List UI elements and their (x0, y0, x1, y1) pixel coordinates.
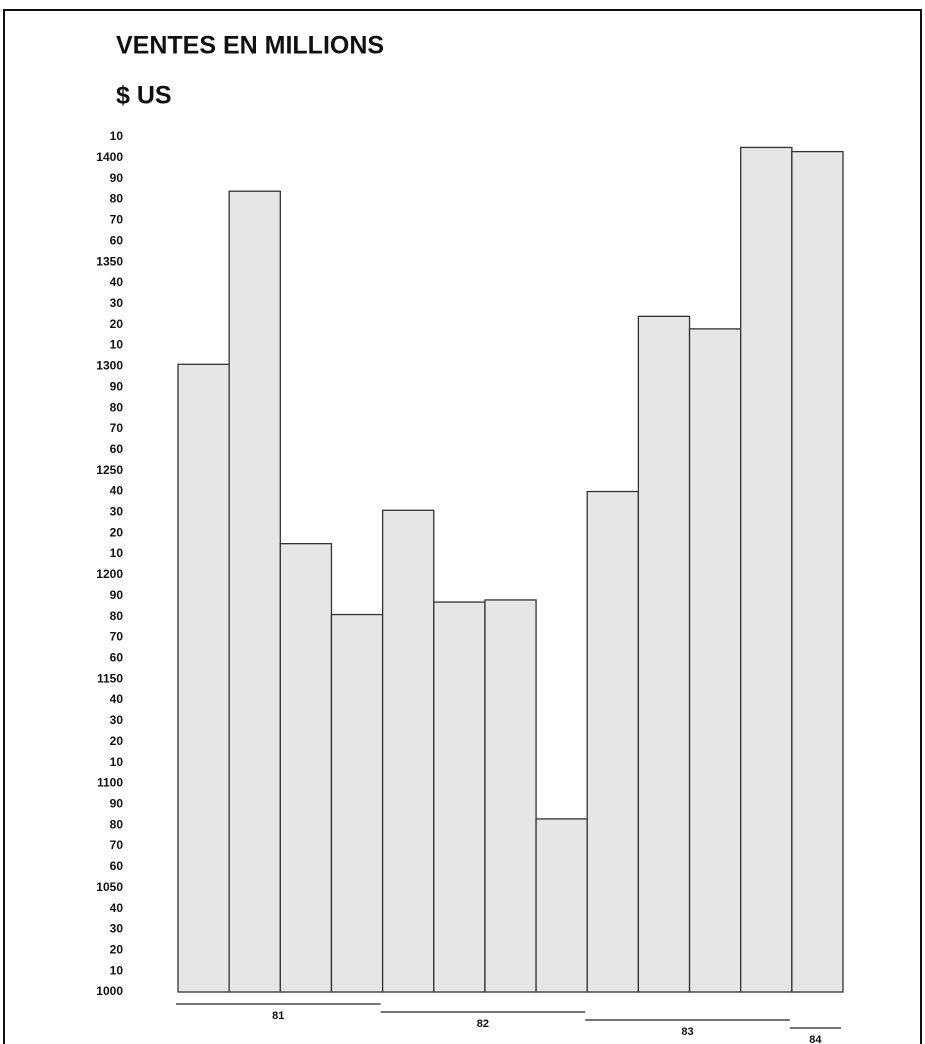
y-tick-label: 10 (110, 129, 124, 143)
y-tick-label: 40 (110, 484, 124, 498)
x-group-label: 83 (681, 1026, 693, 1038)
y-tick-label: 90 (110, 379, 124, 393)
y-tick-label: 90 (110, 796, 124, 810)
y-tick-label: 20 (110, 317, 124, 331)
bar (177, 363, 230, 993)
y-tick-label: 1150 (97, 671, 123, 685)
y-tick-label: 1200 (96, 567, 123, 581)
bar (740, 146, 793, 993)
bar (330, 613, 384, 993)
bar (535, 818, 588, 993)
bar (433, 601, 486, 993)
y-tick-label: 70 (110, 838, 124, 852)
y-tick-label: 10 (110, 546, 124, 560)
y-tick-label: 10 (110, 963, 124, 977)
chart-subtitle: $ US (116, 82, 172, 110)
x-group-label: 81 (272, 1010, 284, 1022)
y-tick-label: 40 (110, 692, 124, 706)
y-tick-label: 70 (110, 213, 124, 227)
y-tick-label: 1350 (96, 254, 123, 268)
y-tick-label: 1250 (96, 463, 123, 477)
y-tick-label: 90 (110, 588, 124, 602)
bar (791, 150, 844, 993)
y-tick-label: 20 (110, 734, 124, 748)
x-group-label: 84 (809, 1034, 822, 1044)
x-group-label: 82 (477, 1018, 489, 1030)
y-tick-label: 80 (110, 400, 124, 414)
y-tick-label: 40 (110, 901, 124, 915)
y-tick-label: 80 (110, 817, 124, 831)
bar (228, 190, 281, 993)
bar (586, 490, 640, 993)
bar (484, 599, 537, 993)
y-tick-label: 30 (110, 713, 124, 727)
y-tick-label: 40 (110, 275, 124, 289)
y-tick-label: 1100 (97, 776, 123, 790)
bar (688, 328, 742, 993)
y-tick-label: 60 (110, 442, 124, 456)
y-tick-label: 1000 (96, 984, 123, 998)
bar (279, 542, 333, 993)
y-tick-label: 60 (110, 651, 124, 665)
y-tick-label: 80 (110, 609, 124, 623)
y-tick-label: 10 (110, 755, 124, 769)
y-tick-label: 1400 (96, 150, 123, 164)
y-tick-label: 10 (110, 338, 124, 352)
bar (381, 509, 435, 993)
y-tick-label: 80 (110, 192, 124, 206)
y-tick-label: 30 (110, 505, 124, 519)
y-tick-label: 1050 (96, 880, 123, 894)
y-tick-label: 1300 (96, 359, 123, 373)
y-tick-label: 20 (110, 525, 124, 539)
y-tick-label: 60 (110, 233, 124, 247)
y-tick-label: 30 (110, 296, 124, 310)
chart-title: VENTES EN MILLIONS (116, 32, 384, 60)
y-tick-label: 70 (110, 421, 124, 435)
y-tick-label: 20 (110, 942, 124, 956)
y-tick-label: 90 (110, 171, 124, 185)
y-tick-label: 70 (110, 630, 124, 644)
y-tick-label: 30 (110, 922, 124, 936)
bar (637, 315, 691, 993)
y-tick-label: 60 (110, 859, 124, 873)
